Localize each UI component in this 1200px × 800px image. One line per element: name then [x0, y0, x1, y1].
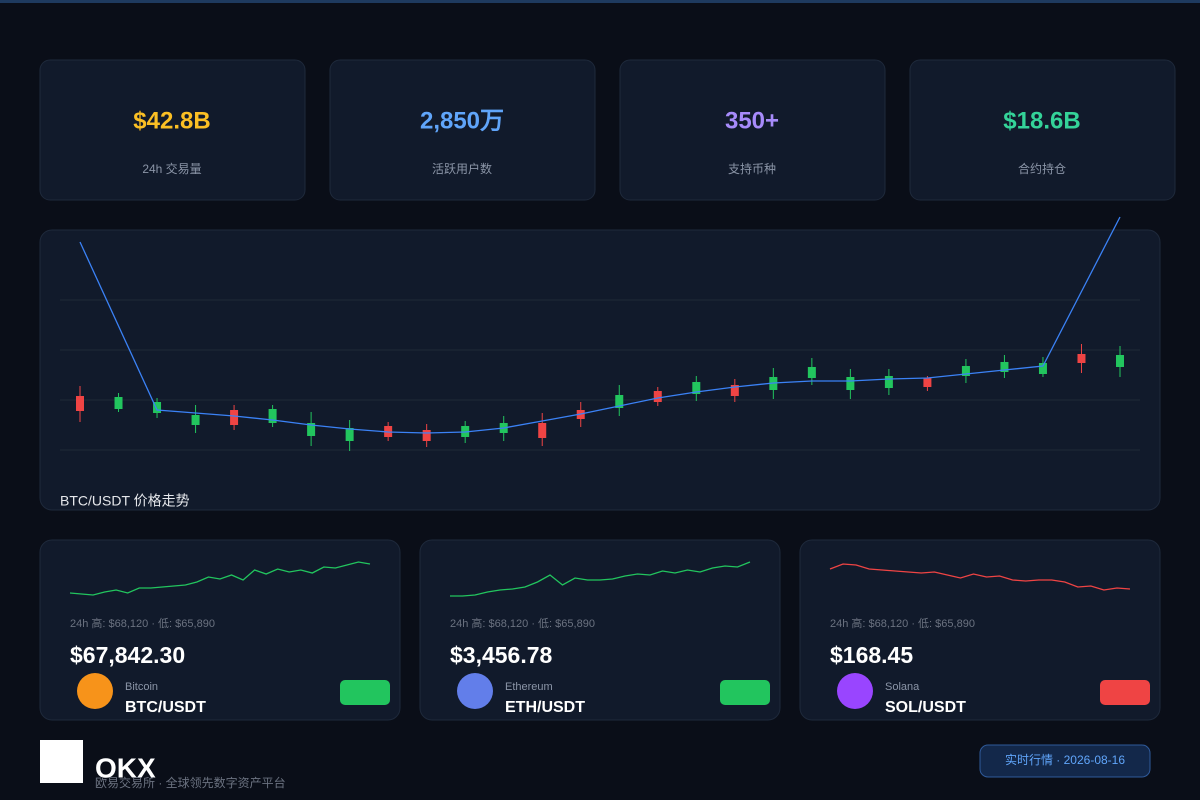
price-range: 24h 高: $68,120 · 低: $65,890 — [830, 616, 975, 630]
candle-body — [807, 367, 816, 378]
candle-body — [307, 423, 316, 436]
ticker-card — [419, 539, 781, 721]
candle-body — [114, 397, 123, 409]
logo — [40, 740, 83, 783]
top-bar — [0, 0, 1200, 3]
coin-name: Bitcoin — [125, 681, 158, 693]
candle-body — [692, 382, 701, 394]
trend-line — [79, 216, 1121, 434]
ticker-card — [799, 539, 1161, 721]
stat-card — [619, 59, 886, 201]
stat-card — [39, 59, 306, 201]
stat-value: $18.6B — [1003, 107, 1080, 134]
chart-title: BTC/USDT 价格走势 — [60, 493, 190, 509]
candle-body — [191, 415, 200, 425]
change-badge — [720, 680, 770, 705]
live-button-label[interactable]: 实时行情 · 2026-08-16 — [1005, 752, 1125, 767]
stat-card — [329, 59, 596, 201]
candle-body — [653, 391, 662, 402]
candle-body — [76, 396, 84, 411]
price: $168.45 — [830, 642, 913, 668]
pair: ETH/USDT — [505, 699, 585, 716]
tagline: 欧易交易所 · 全球领先数字资产平台 — [95, 775, 286, 790]
candle-body — [615, 395, 624, 408]
sparkline — [69, 561, 371, 596]
brand: OKX — [95, 752, 156, 783]
sparkline — [829, 563, 1131, 591]
candle-body — [153, 402, 162, 413]
candle-body — [884, 376, 893, 388]
candle-body — [230, 410, 239, 425]
candle-body — [1077, 354, 1086, 363]
coin-name: Ethereum — [505, 681, 553, 693]
change-badge — [1100, 680, 1150, 705]
candle-body — [1038, 363, 1047, 374]
stat-card — [909, 59, 1176, 201]
stat-value: 350+ — [725, 107, 779, 134]
candle-body — [961, 366, 970, 376]
coin-icon — [457, 673, 493, 709]
stat-label: 24h 交易量 — [142, 161, 201, 176]
ticker-card — [39, 539, 401, 721]
stat-label: 支持币种 — [728, 161, 776, 176]
live-button[interactable] — [979, 744, 1151, 778]
stat-label: 合约持仓 — [1018, 161, 1066, 176]
change-badge — [340, 680, 390, 705]
candle-body — [1116, 355, 1124, 367]
candle-body — [538, 423, 547, 438]
price-range: 24h 高: $68,120 · 低: $65,890 — [70, 616, 215, 630]
candle-body — [1000, 362, 1009, 372]
price-range: 24h 高: $68,120 · 低: $65,890 — [450, 616, 595, 630]
chart-panel — [39, 229, 1161, 511]
price: $3,456.78 — [450, 642, 553, 668]
candle-body — [268, 409, 277, 423]
coin-name: Solana — [885, 681, 920, 693]
candle-body — [846, 377, 855, 390]
stat-value: $42.8B — [133, 107, 210, 134]
candle-body — [345, 428, 354, 441]
candle-body — [422, 430, 431, 441]
sparkline — [450, 561, 751, 597]
stat-value: 2,850万 — [420, 107, 504, 134]
price: $67,842.30 — [70, 642, 185, 668]
pair: BTC/USDT — [125, 699, 206, 716]
coin-icon — [837, 673, 873, 709]
candle-body — [923, 378, 932, 387]
stat-label: 活跃用户数 — [432, 161, 492, 176]
pair: SOL/USDT — [885, 699, 966, 716]
coin-icon — [77, 673, 113, 709]
candle-body — [730, 385, 739, 396]
